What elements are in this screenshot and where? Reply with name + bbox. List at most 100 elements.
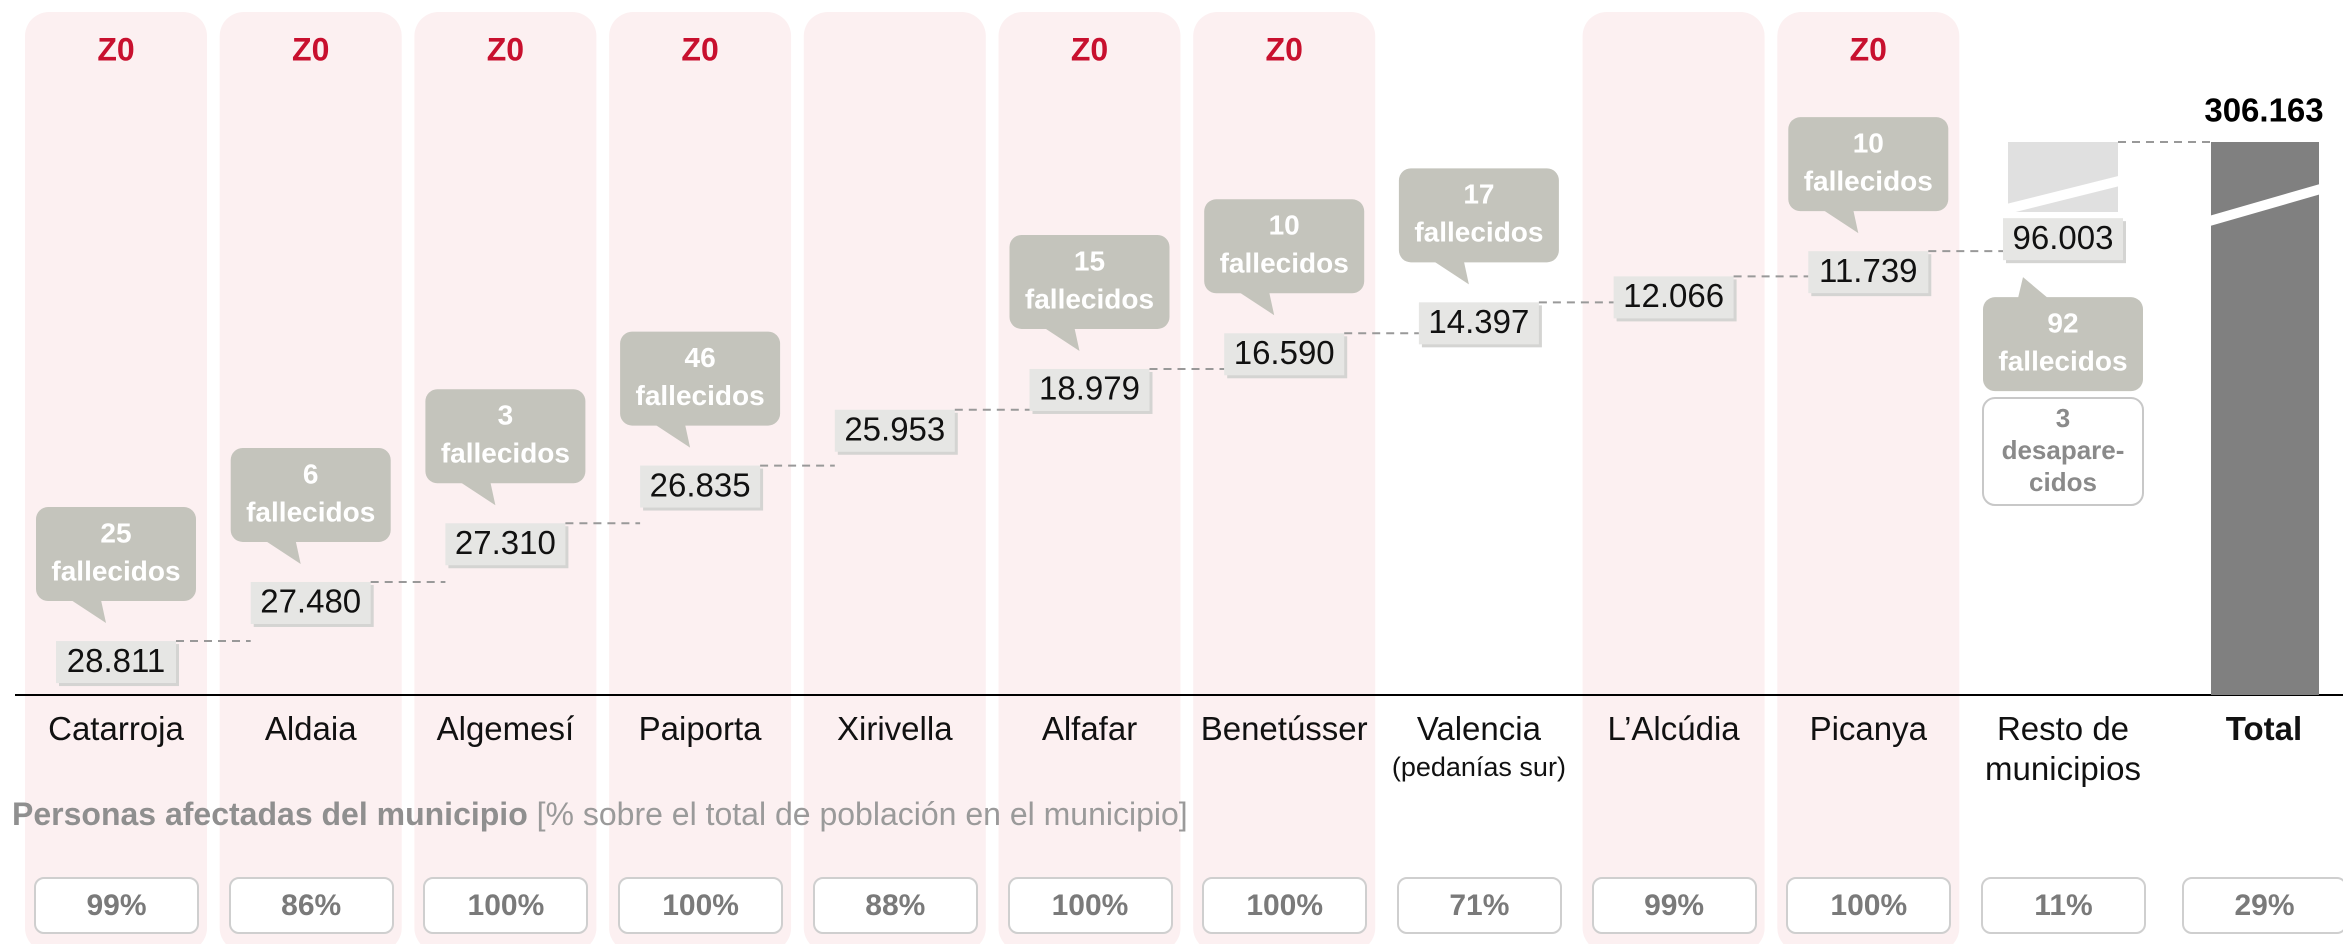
total-bar bbox=[2211, 142, 2319, 695]
callout-number: 10 bbox=[1269, 210, 1300, 241]
axis-break bbox=[2001, 175, 2125, 215]
value-box bbox=[1613, 276, 1734, 319]
callout-number: 92 bbox=[2047, 308, 2078, 339]
callout-pointer bbox=[1433, 261, 1469, 285]
percent-box: 100% bbox=[1007, 877, 1173, 934]
column-highlight bbox=[1582, 12, 1765, 944]
category-label: L’Alcúdia bbox=[1578, 709, 1770, 749]
zone-label: Z0 bbox=[1071, 31, 1108, 67]
callout-unit: fallecidos bbox=[441, 438, 570, 469]
callout-unit: fallecidos bbox=[1998, 346, 2127, 377]
category-label: Algemesí bbox=[409, 709, 601, 749]
callout: 46 fallecidos bbox=[620, 331, 781, 448]
value-box bbox=[1224, 333, 1345, 376]
zone-label: Z0 bbox=[1266, 31, 1303, 67]
category-label: Resto de municipios bbox=[1967, 709, 2159, 789]
callout-pointer bbox=[2018, 277, 2048, 299]
callout-box bbox=[230, 447, 391, 542]
callout-unit: fallecidos bbox=[1025, 283, 1154, 314]
callout-number: 46 bbox=[685, 342, 716, 373]
category-name: Picanya bbox=[1809, 710, 1927, 747]
callout-box bbox=[1983, 297, 2143, 392]
callout-box bbox=[1788, 117, 1949, 212]
value-label: 27.310 bbox=[455, 524, 556, 561]
callout-unit: fallecidos bbox=[636, 380, 765, 411]
column-highlight bbox=[25, 12, 207, 944]
callout-pointer bbox=[71, 600, 106, 624]
value-label: 18.979 bbox=[1039, 370, 1140, 407]
value-box bbox=[2003, 218, 2123, 261]
category-label: Alfafar bbox=[994, 709, 1186, 749]
callout-box bbox=[36, 507, 196, 602]
callout-box bbox=[620, 331, 781, 426]
callout: 17 fallecidos bbox=[1398, 168, 1559, 285]
value-label: 14.397 bbox=[1428, 303, 1529, 340]
value-box bbox=[834, 409, 955, 452]
column-highlight bbox=[1777, 12, 1960, 944]
footer-text: [% sobre el total de población en el mun… bbox=[536, 796, 1188, 832]
value-label: 12.066 bbox=[1623, 277, 1724, 314]
percent-box: 100% bbox=[423, 877, 589, 934]
percent-box: 11% bbox=[1981, 877, 2146, 934]
missing-unit: desapare- bbox=[2002, 435, 2125, 465]
category-label: Benetússer bbox=[1188, 709, 1380, 749]
percent-box: 100% bbox=[618, 877, 784, 934]
percent-box: 86% bbox=[228, 877, 394, 934]
callout-unit: fallecidos bbox=[51, 555, 180, 586]
value-box bbox=[1418, 302, 1539, 345]
zone-label: Z0 bbox=[292, 31, 329, 67]
missing-frame bbox=[1982, 397, 2144, 506]
percent-box: 99% bbox=[1591, 877, 1757, 934]
percent-box: 100% bbox=[1786, 877, 1952, 934]
column-highlight bbox=[803, 12, 986, 944]
percent-box: 88% bbox=[812, 877, 978, 934]
zone-label: Z0 bbox=[681, 31, 718, 67]
callout-unit: fallecidos bbox=[246, 496, 375, 527]
category-label: Catarroja bbox=[20, 709, 212, 749]
callout: 92 fallecidos bbox=[1983, 277, 2143, 392]
value-label: 25.953 bbox=[844, 410, 945, 447]
category-name: Aldaia bbox=[264, 710, 357, 747]
category-name: Resto de municipios bbox=[1985, 710, 2141, 787]
callout-box bbox=[1398, 168, 1559, 263]
percent-box: 71% bbox=[1396, 877, 1562, 934]
missing-unit: cidos bbox=[2029, 467, 2097, 497]
percent-box: 99% bbox=[34, 877, 199, 934]
category-label: Aldaia bbox=[215, 709, 407, 749]
total-value-label: 306.163 bbox=[2204, 92, 2323, 129]
category-name: L’Alcúdia bbox=[1607, 710, 1740, 747]
callout-pointer bbox=[655, 424, 691, 448]
value-box bbox=[445, 523, 566, 566]
category-label: Picanya bbox=[1772, 709, 1964, 749]
callout-pointer bbox=[1823, 210, 1859, 234]
callout: 10 fallecidos bbox=[1788, 117, 1949, 234]
callout-number: 6 bbox=[303, 458, 319, 489]
percent-box: 100% bbox=[1202, 877, 1368, 934]
callout: 6 fallecidos bbox=[230, 447, 391, 564]
callout-pointer bbox=[1239, 292, 1275, 316]
value-box bbox=[56, 641, 176, 684]
callout-number: 3 bbox=[498, 400, 514, 431]
callout-box bbox=[425, 389, 586, 484]
callout-number: 17 bbox=[1463, 179, 1494, 210]
missing-number: 3 bbox=[2056, 403, 2070, 433]
value-label: 16.590 bbox=[1234, 334, 1335, 371]
callout: 15 fallecidos bbox=[1009, 234, 1170, 351]
value-label: 28.811 bbox=[67, 642, 165, 679]
callout: 25 fallecidos bbox=[36, 507, 196, 624]
category-label: Paiporta bbox=[604, 709, 796, 749]
value-label: 96.003 bbox=[2013, 219, 2114, 256]
callout: 3 fallecidos bbox=[425, 389, 586, 506]
callout-box bbox=[1204, 199, 1365, 294]
footer: Personas afectadas del municipio [% sobr… bbox=[12, 796, 1188, 833]
callout-number: 10 bbox=[1853, 128, 1884, 159]
callout-pointer bbox=[460, 482, 496, 506]
category-sublabel: (pedanías sur) bbox=[1391, 752, 1566, 782]
callout-pointer bbox=[265, 540, 301, 564]
value-box bbox=[640, 465, 761, 508]
value-label: 11.739 bbox=[1819, 252, 1917, 289]
value-label: 26.835 bbox=[650, 466, 751, 503]
zone-label: Z0 bbox=[1850, 31, 1887, 67]
category-label: Total bbox=[2225, 710, 2303, 747]
